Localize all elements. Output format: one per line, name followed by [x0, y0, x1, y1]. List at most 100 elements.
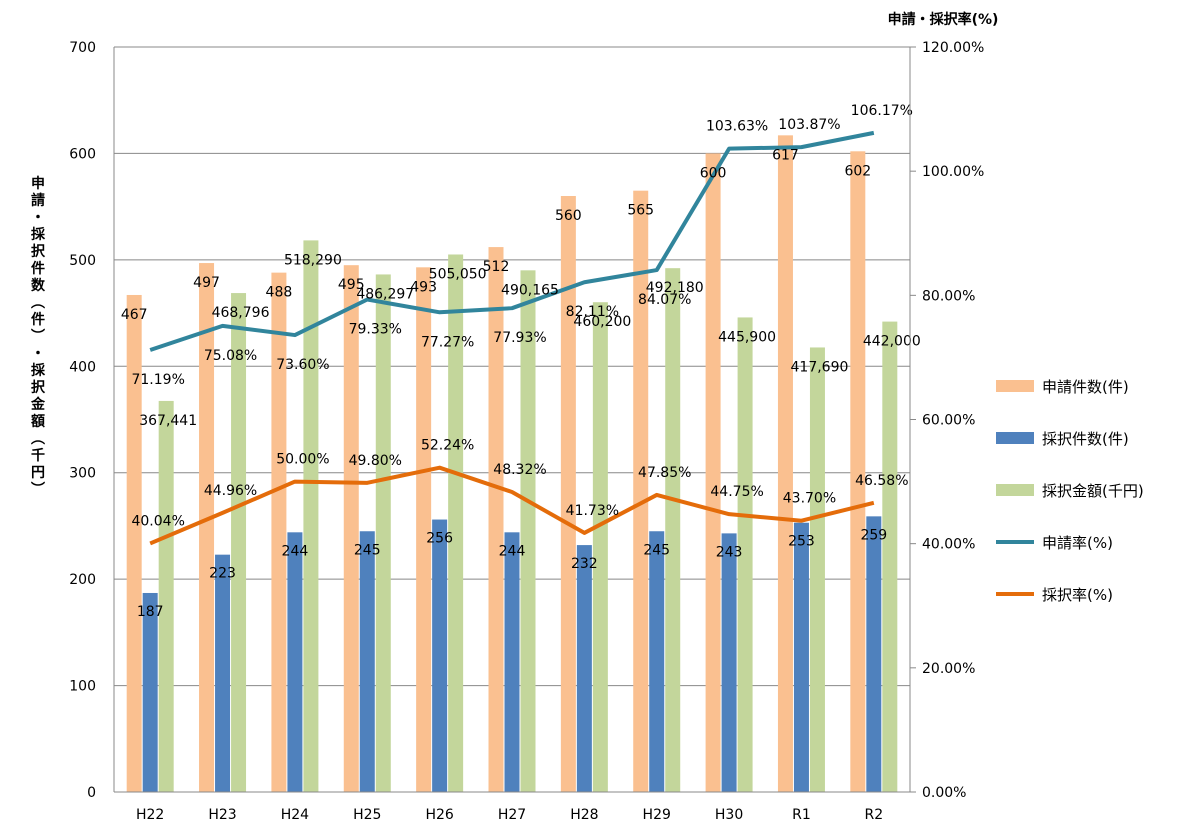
- bar: [231, 293, 247, 792]
- legend-label: 採択金額(千円): [1042, 482, 1144, 500]
- line-data-label: 71.19%: [131, 372, 184, 388]
- bar: [416, 267, 432, 792]
- left-axis-title-char: ︶: [30, 328, 45, 345]
- bar-data-label: 495: [338, 277, 365, 293]
- line-data-label: 106.17%: [851, 103, 913, 119]
- line-data-label: 40.04%: [131, 513, 184, 529]
- legend: 申請件数(件) 採択件数(件) 採択金額(千円) 申請率(%) 採択率(%): [996, 378, 1144, 604]
- bar-data-label: 602: [844, 163, 871, 179]
- line-data-label: 50.00%: [276, 452, 329, 468]
- axes: 0 100 200 300 400 500 600 700 0.00% 20.00% 40.00% 6…: [30, 11, 998, 823]
- line-series-path: [149, 465, 875, 546]
- bar: [520, 270, 536, 792]
- bar-data-label: 512: [483, 259, 510, 275]
- legend-swatch: [996, 484, 1034, 496]
- bar: [649, 531, 665, 792]
- bar-data-label: 223: [209, 566, 236, 582]
- bar: [560, 196, 576, 792]
- bar-data-label: 493: [410, 279, 437, 295]
- left-tick-label: 500: [69, 253, 96, 269]
- left-axis-title-char: 数: [31, 277, 46, 294]
- bar: [142, 592, 158, 792]
- category-label: H27: [498, 807, 526, 823]
- line-data-label: 41.73%: [566, 503, 619, 519]
- line-data-label: 103.63%: [706, 119, 768, 135]
- bar-data-label: 505,050: [429, 266, 487, 282]
- bar: [576, 545, 592, 792]
- legend-label: 申請件数(件): [1042, 378, 1129, 396]
- category-label: R1: [792, 807, 811, 823]
- category-label: H22: [136, 807, 164, 823]
- bar: [777, 135, 793, 793]
- legend-label: 採択件数(件): [1042, 430, 1129, 448]
- bar: [809, 347, 825, 792]
- bar-data-label: 244: [499, 543, 526, 559]
- bar: [882, 321, 898, 792]
- data-labels: 467 497 488 495 493 512 560 565 600 617 602 187 223 2…: [121, 103, 921, 620]
- left-axis-title-char: ︶: [30, 481, 45, 498]
- line-data-label: 82.11%: [566, 304, 619, 320]
- line-data-label: 79.33%: [349, 321, 402, 337]
- right-tick-label: 40.00%: [922, 537, 975, 553]
- bar-data-label: 243: [716, 544, 743, 560]
- left-axis-title-char: 申: [31, 175, 45, 192]
- line-data-label: 77.93%: [493, 330, 546, 346]
- legend-label: 申請率(%): [1042, 534, 1113, 552]
- bar: [793, 522, 809, 792]
- left-axis-title-char: 採: [31, 362, 46, 379]
- left-axis-title-char: ・: [31, 210, 45, 226]
- line-data-label: 73.60%: [276, 357, 329, 373]
- left-axis-title-char: 金: [30, 396, 46, 413]
- left-tick-label: 100: [69, 679, 96, 695]
- bar: [721, 533, 737, 792]
- line-data-label: 75.08%: [204, 348, 257, 364]
- line-data-label: 43.70%: [783, 491, 836, 507]
- bar-data-label: 253: [788, 534, 815, 550]
- left-axis-title-char: ︵: [30, 295, 45, 311]
- bar-data-label: 232: [571, 556, 598, 572]
- category-label: H29: [643, 807, 671, 823]
- line-data-label: 46.58%: [855, 473, 908, 489]
- category-label: H28: [570, 807, 598, 823]
- bar: [850, 151, 866, 793]
- left-tick-label: 600: [69, 146, 96, 162]
- right-tick-label: 120.00%: [922, 40, 984, 56]
- bar: [633, 190, 649, 792]
- bar-data-label: 490,165: [501, 282, 559, 298]
- line-data-label: 44.75%: [710, 484, 763, 500]
- bar-data-label: 488: [266, 285, 293, 301]
- line-data-label: 48.32%: [493, 462, 546, 478]
- left-tick-label: 400: [69, 359, 96, 375]
- bar-data-label: 497: [193, 275, 220, 291]
- bar: [215, 554, 231, 792]
- line-data-label: 52.24%: [421, 438, 474, 454]
- left-tick-label: 0: [87, 785, 96, 801]
- line-data-label: 103.87%: [778, 117, 840, 133]
- left-tick-label: 300: [69, 466, 96, 482]
- category-label: R2: [864, 807, 883, 823]
- bar: [737, 317, 753, 792]
- line-data-label: 84.07%: [638, 292, 691, 308]
- legend-swatch: [996, 380, 1034, 392]
- category-label: H23: [208, 807, 236, 823]
- legend-swatch: [996, 432, 1034, 444]
- category-label: H25: [353, 807, 381, 823]
- bar: [287, 532, 303, 792]
- bar-data-label: 417,690: [791, 359, 849, 375]
- gridlines: [114, 46, 910, 687]
- bar-data-label: 445,900: [718, 329, 776, 345]
- line-data-label: 47.85%: [638, 465, 691, 481]
- legend-label: 採択率(%): [1042, 586, 1113, 604]
- bar-data-label: 442,000: [863, 334, 921, 350]
- bar: [271, 272, 287, 793]
- bar-data-label: 367,441: [139, 413, 197, 429]
- right-tick-label: 100.00%: [922, 164, 984, 180]
- left-axis-title-char: 択: [31, 243, 46, 260]
- category-label: H26: [425, 807, 453, 823]
- bar: [665, 268, 681, 792]
- bar-data-label: 468,796: [212, 305, 270, 321]
- left-axis-title-char: 請: [31, 192, 45, 209]
- left-axis-title-char: 件: [31, 311, 45, 328]
- bar-data-label: 560: [555, 208, 582, 224]
